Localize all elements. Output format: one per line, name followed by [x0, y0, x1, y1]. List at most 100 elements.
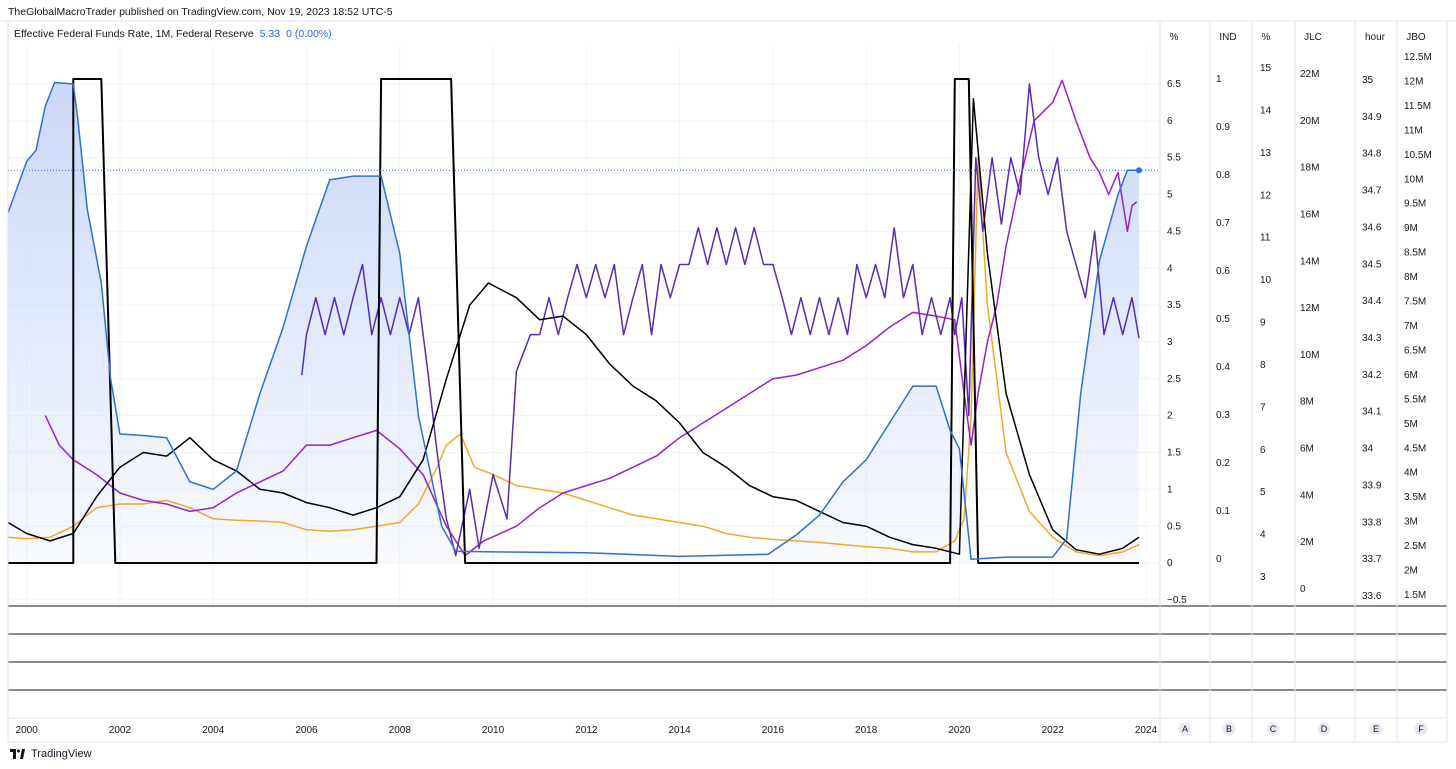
time-tick: 2006	[295, 725, 318, 736]
axis-tick-E: 34.9	[1362, 112, 1382, 123]
scale-button-label[interactable]: E	[1373, 724, 1379, 734]
series-line-2	[7, 97, 1140, 555]
axis-tick-A: −0.5	[1167, 595, 1187, 606]
fedfunds-area	[8, 82, 1140, 563]
tradingview-footer: TradingView	[10, 748, 92, 760]
axis-tick-F: 11.5M	[1404, 101, 1431, 112]
axis-tick-A: 6	[1167, 116, 1173, 127]
axis-tick-F: 5M	[1404, 419, 1418, 430]
axis-tick-B: 0.1	[1216, 506, 1230, 517]
axis-tick-C: 12	[1260, 190, 1272, 201]
panel-frame	[0, 20, 1456, 743]
scale-button-F[interactable]	[1414, 722, 1428, 736]
axis-tick-F: 8.5M	[1404, 248, 1426, 259]
published-header: TheGlobalMacroTrader published on Tradin…	[8, 6, 393, 18]
axis-tick-E: 34.2	[1362, 370, 1382, 381]
axis-tick-A: 2	[1167, 411, 1173, 422]
axis-tick-A: 1.5	[1167, 448, 1181, 459]
scale-button-label[interactable]: F	[1418, 724, 1424, 734]
axis-tick-E: 34.6	[1362, 222, 1382, 233]
axis-tick-D: 2M	[1300, 537, 1314, 548]
legend-last-value: 5.33	[259, 28, 281, 40]
axis-tick-D: 0	[1300, 584, 1306, 595]
scale-button-label[interactable]: A	[1182, 724, 1188, 734]
axis-tick-E: 34	[1362, 444, 1374, 455]
axis-tick-C: 4	[1260, 530, 1266, 541]
axis-tick-D: 20M	[1300, 116, 1319, 127]
axis-tick-A: 4	[1167, 263, 1173, 274]
axis-tick-F: 3.5M	[1404, 492, 1426, 503]
axis-header-D: JLC	[1304, 32, 1322, 43]
footer-brand: TradingView	[31, 748, 92, 760]
time-axis[interactable]: 2000 2002 2004 2006 2008 2010 2012 2014 2016 2018…	[16, 725, 1158, 736]
scale-button-B[interactable]	[1222, 722, 1236, 736]
axis-tick-F: 3M	[1404, 517, 1418, 528]
time-tick: 2022	[1042, 725, 1065, 736]
time-tick: 2000	[16, 725, 39, 736]
axis-tick-D: 12M	[1300, 303, 1319, 314]
price-axes[interactable]: % 6.5 6 5.5 5 4.5 4 3.5 3 2.5 2 1.5 1 0.5 0 −0.5 IND 1 0.9…	[1167, 32, 1432, 606]
axis-tick-E: 34.3	[1362, 333, 1382, 344]
axis-tick-C: 11	[1260, 233, 1271, 244]
series-lines	[7, 78, 1160, 564]
legend-series-name: Effective Federal Funds Rate, 1M, Federa…	[14, 28, 254, 40]
axis-tick-F: 2.5M	[1404, 541, 1426, 552]
axis-header-F: JBO	[1406, 32, 1426, 43]
axis-tick-F: 11M	[1404, 125, 1423, 136]
scale-button-A[interactable]	[1178, 722, 1192, 736]
axis-tick-C: 8	[1260, 360, 1266, 371]
scale-button-label[interactable]: D	[1321, 724, 1328, 734]
area-fill	[8, 82, 1140, 563]
time-tick: 2012	[575, 725, 598, 736]
series-legend[interactable]: Effective Federal Funds Rate, 1M, Federa…	[14, 28, 332, 40]
time-tick: 2016	[762, 725, 785, 736]
axis-tick-C: 14	[1260, 105, 1272, 116]
scale-button-D[interactable]	[1317, 722, 1331, 736]
scale-button-label[interactable]: B	[1226, 724, 1232, 734]
time-tick: 2014	[668, 725, 691, 736]
axis-tick-C: 3	[1260, 572, 1266, 583]
axis-tick-F: 10M	[1404, 174, 1423, 185]
time-tick: 2020	[948, 725, 971, 736]
axis-tick-B: 0.6	[1216, 266, 1230, 277]
scale-buttons[interactable]: A B C D E F	[1178, 722, 1428, 736]
series-line-3	[301, 83, 1140, 557]
axis-tick-A: 4.5	[1167, 226, 1181, 237]
axis-tick-C: 15	[1260, 63, 1272, 74]
axis-tick-B: 1	[1216, 74, 1222, 85]
axis-tick-F: 7M	[1404, 321, 1418, 332]
axis-tick-F: 9.5M	[1404, 199, 1426, 210]
axis-tick-C: 6	[1260, 445, 1266, 456]
axis-tick-C: 7	[1260, 402, 1266, 413]
axis-tick-F: 12M	[1404, 76, 1423, 87]
axis-tick-E: 34.4	[1362, 296, 1382, 307]
axis-tick-B: 0.2	[1216, 458, 1230, 469]
scale-button-E[interactable]	[1369, 722, 1383, 736]
axis-tick-D: 10M	[1300, 350, 1319, 361]
scale-button-label[interactable]: C	[1270, 724, 1277, 734]
axis-tick-E: 33.8	[1362, 517, 1382, 528]
axis-tick-E: 34.5	[1362, 259, 1382, 270]
series-line-1	[8, 78, 1139, 564]
axis-tick-B: 0.8	[1216, 170, 1230, 181]
axis-tick-B: 0.3	[1216, 410, 1230, 421]
axis-tick-A: 0.5	[1167, 521, 1181, 532]
axis-tick-C: 10	[1260, 275, 1272, 286]
axis-header-A: %	[1170, 32, 1179, 43]
axis-tick-B: 0	[1216, 554, 1222, 565]
axis-tick-F: 1.5M	[1404, 590, 1426, 601]
scale-button-C[interactable]	[1266, 722, 1280, 736]
axis-tick-F: 9M	[1404, 223, 1418, 234]
axis-tick-F: 5.5M	[1404, 394, 1426, 405]
time-tick: 2004	[202, 725, 225, 736]
axis-tick-E: 35	[1362, 75, 1374, 86]
axis-tick-F: 4M	[1404, 468, 1418, 479]
axis-tick-E: 33.9	[1362, 480, 1382, 491]
axis-tick-A: 1	[1167, 484, 1173, 495]
axis-tick-D: 8M	[1300, 397, 1314, 408]
axis-tick-A: 3	[1167, 337, 1173, 348]
axis-tick-A: 5.5	[1167, 153, 1181, 164]
axis-tick-F: 10.5M	[1404, 150, 1432, 161]
axis-tick-D: 14M	[1300, 256, 1319, 267]
